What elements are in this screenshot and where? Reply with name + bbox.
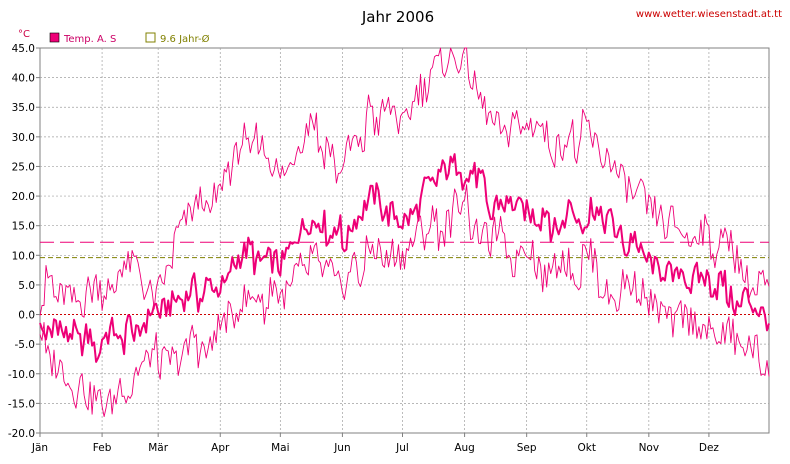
month-label: Apr [211, 442, 230, 454]
y-tick-label: 25.0 [12, 161, 35, 173]
month-label: Jun [333, 442, 350, 454]
y-tick-label: 5.0 [18, 280, 35, 292]
month-label: Sep [517, 442, 537, 454]
legend-label-temp: Temp. A. S [63, 34, 116, 45]
series-line-max [39, 47, 770, 318]
legend-marker-temp [49, 32, 60, 43]
y-tick-label: -15.0 [8, 398, 35, 410]
y-tick-label: 35.0 [12, 102, 35, 114]
month-label: Jul [395, 442, 409, 454]
month-label: Dez [699, 442, 720, 454]
month-label: Jän [31, 442, 48, 454]
y-tick-label: 15.0 [12, 221, 35, 233]
chart-title: Jahr 2006 [361, 8, 434, 26]
y-tick-label: 0.0 [18, 310, 35, 322]
y-tick-label: -5.0 [15, 339, 36, 351]
month-label: Okt [578, 442, 596, 454]
y-tick-label: -10.0 [8, 369, 35, 381]
plot-area [39, 47, 770, 434]
y-tick-label: 45.0 [12, 43, 35, 55]
month-label: Aug [454, 442, 475, 454]
x-axis-months: Jän Feb Mär Apr Mai Jun Jul Aug Sep Okt Nov Dez [31, 433, 720, 454]
month-label: Nov [639, 442, 660, 454]
series-line-min [39, 184, 770, 418]
month-label: Mai [271, 442, 289, 454]
y-axis-ticks: 45.0 40.0 35.0 30.0 25.0 20.0 15.0 10.0 5.0 0.0 -5… [8, 43, 40, 440]
month-label: Mär [148, 442, 168, 454]
legend-marker-avg [145, 32, 156, 43]
y-tick-label: 30.0 [12, 132, 35, 144]
legend-label-avg: 9.6 Jahr-Ø [160, 33, 210, 45]
y-axis-unit: °C [18, 29, 30, 40]
month-label: Feb [93, 442, 112, 454]
series-line-mean [39, 153, 770, 363]
source-url: www.wetter.wiesenstadt.at.tt [636, 9, 782, 20]
y-tick-label: 40.0 [12, 73, 35, 85]
series-layer [39, 47, 770, 418]
y-tick-label: -20.0 [8, 428, 35, 440]
y-tick-label: 20.0 [12, 191, 35, 203]
y-tick-label: 10.0 [12, 250, 35, 262]
